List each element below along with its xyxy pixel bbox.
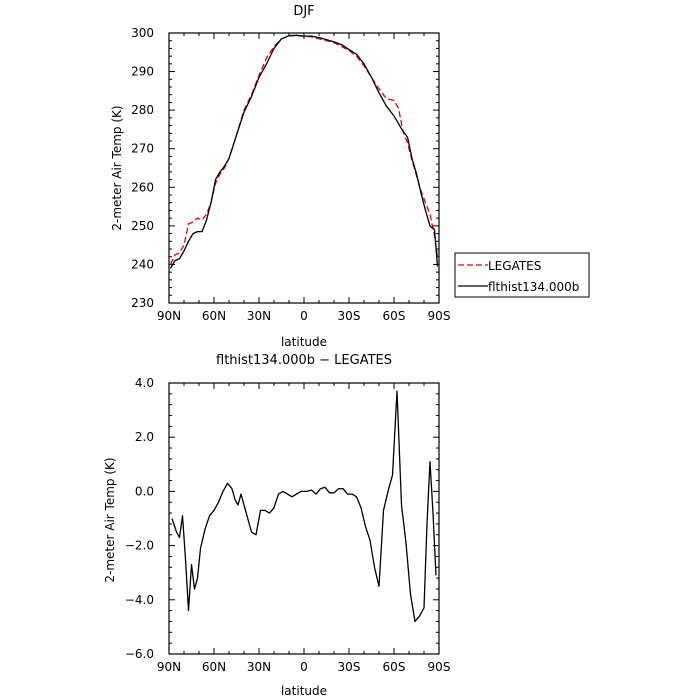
y-tick-label: 290	[131, 65, 154, 79]
x-tick-label: 60S	[383, 660, 406, 674]
legend-label-legates: LEGATES	[488, 259, 541, 273]
x-tick-label: 30S	[338, 660, 361, 674]
y-tick-label: 270	[131, 142, 154, 156]
y-tick-label: −4.0	[125, 593, 154, 607]
series-line-difference	[171, 390, 437, 623]
y-tick-label: 4.0	[135, 376, 154, 390]
x-tick-label: 60N	[202, 309, 226, 323]
legend: LEGATES flthist134.000b	[454, 252, 590, 298]
x-axis-label: latitude	[281, 684, 327, 698]
y-tick-label: 240	[131, 257, 154, 271]
chart-title: DJF	[293, 4, 314, 19]
x-tick-label: 30N	[247, 309, 271, 323]
x-tick-label: 30N	[247, 660, 271, 674]
plot-area: 90N 60N 30N 0 30S 60S 90S −6.0 −4.0 −2.0 0.0 2.0 4.0	[125, 376, 451, 674]
y-axis-label: 2-meter Air Temp (K)	[103, 457, 117, 582]
x-tick-label: 0	[300, 660, 308, 674]
y-tick-label: 230	[131, 296, 154, 310]
chart-temperature-djf: DJF 90N 60N 30N 0 30S 60S 90S 230 240 250 260 270 28…	[110, 4, 590, 349]
y-tick-label: 0.0	[135, 484, 154, 498]
chart-temperature-difference: flthist134.000b − LEGATES 90N 60N 30N 0 30S 6…	[103, 353, 450, 698]
x-tick-label: 30S	[338, 309, 361, 323]
chart-title: flthist134.000b − LEGATES	[216, 353, 392, 368]
y-tick-label: 260	[131, 180, 154, 194]
x-tick-label: 90S	[428, 660, 451, 674]
x-tick-label: 90N	[157, 309, 181, 323]
x-tick-label: 60N	[202, 660, 226, 674]
x-tick-label: 90N	[157, 660, 181, 674]
y-tick-label: −2.0	[125, 539, 154, 553]
y-tick-label: 2.0	[135, 430, 154, 444]
y-tick-label: 250	[131, 219, 154, 233]
legend-box	[454, 252, 590, 298]
y-tick-label: 300	[131, 26, 154, 40]
y-tick-label: 280	[131, 103, 154, 117]
legend-label-model: flthist134.000b	[488, 280, 579, 294]
x-tick-label: 0	[300, 309, 308, 323]
x-tick-label: 90S	[428, 309, 451, 323]
y-axis-label: 2-meter Air Temp (K)	[110, 105, 124, 230]
plot-area: 90N 60N 30N 0 30S 60S 90S 230 240 250 260 270 280 290…	[131, 26, 450, 323]
x-axis-label: latitude	[281, 335, 327, 349]
x-tick-label: 60S	[383, 309, 406, 323]
series-line-flthist134-000b	[169, 34, 439, 269]
y-tick-label: −6.0	[125, 647, 154, 661]
